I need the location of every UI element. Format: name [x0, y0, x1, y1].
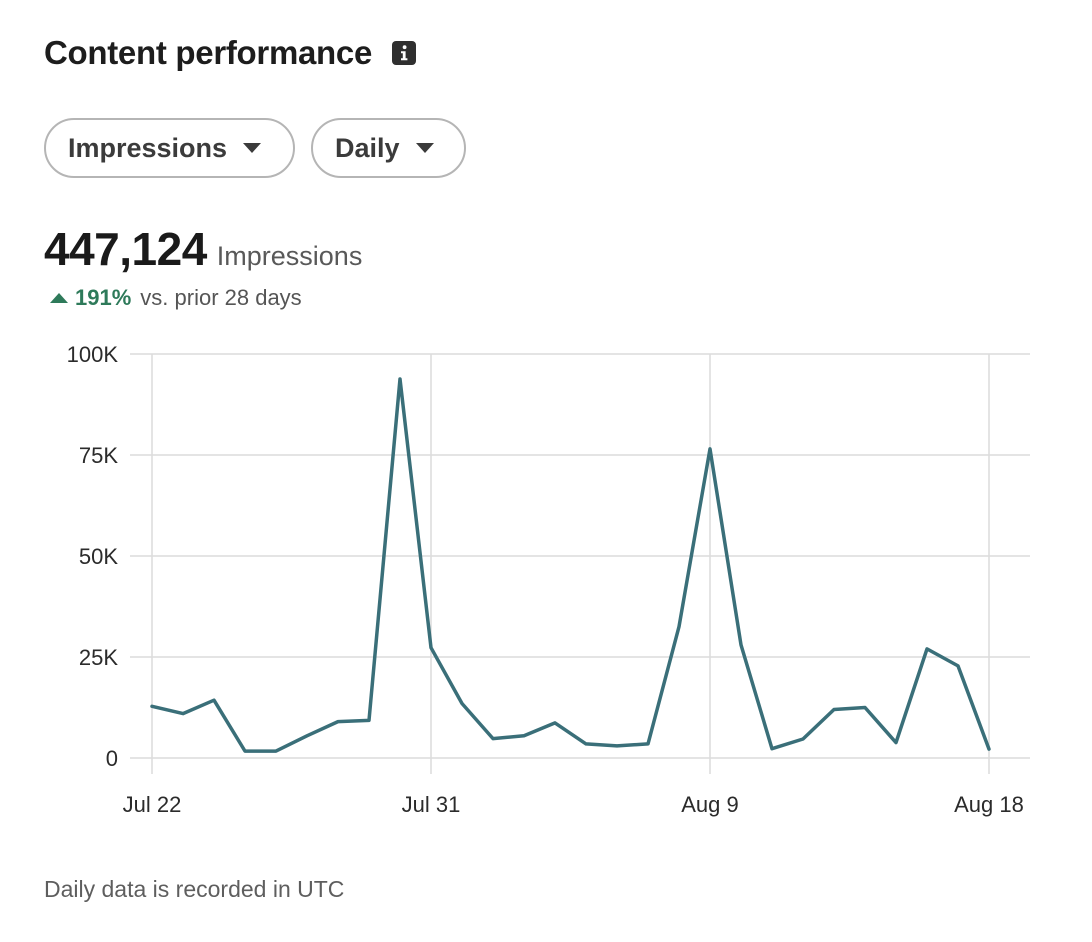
y-tick-label: 75K — [79, 443, 118, 468]
summary-change-text: vs. prior 28 days — [140, 285, 302, 310]
metric-dropdown[interactable]: Impressions — [44, 118, 295, 178]
summary-change-value: 191% — [75, 285, 132, 310]
info-icon[interactable] — [392, 41, 417, 65]
page-title: Content performance — [44, 34, 373, 71]
x-tick-label: Jul 22 — [123, 792, 182, 817]
y-tick-label: 100K — [67, 342, 119, 367]
x-tick-label: Aug 18 — [954, 792, 1024, 817]
metric-dropdown-label: Impressions — [68, 132, 228, 163]
summary-unit: Impressions — [216, 241, 363, 271]
arrow-up-icon — [50, 293, 68, 303]
impressions-series-line — [150, 377, 991, 753]
y-tick-label: 0 — [106, 746, 118, 771]
period-dropdown-label: Daily — [335, 132, 400, 163]
y-tick-label: 50K — [79, 544, 118, 569]
caret-down-icon — [415, 143, 434, 153]
x-tick-label: Jul 31 — [402, 792, 461, 817]
title-row: Content performance — [44, 34, 417, 72]
summary-total: 447,124 — [44, 223, 207, 275]
y-tick-label: 25K — [79, 645, 118, 670]
summary-change-row: 191% vs. prior 28 days — [50, 285, 302, 311]
impressions-line-chart: 0 25K 50K 75K 100K Jul 22 Jul 31 Aug 9 Aug 18 — [67, 342, 1030, 817]
x-tick-label: Aug 9 — [681, 792, 739, 817]
caret-down-icon — [243, 143, 262, 153]
period-dropdown[interactable]: Daily — [311, 118, 466, 178]
footnote: Daily data is recorded in UTC — [44, 876, 345, 902]
summary-total-row: 447,124 Impressions — [44, 222, 362, 276]
